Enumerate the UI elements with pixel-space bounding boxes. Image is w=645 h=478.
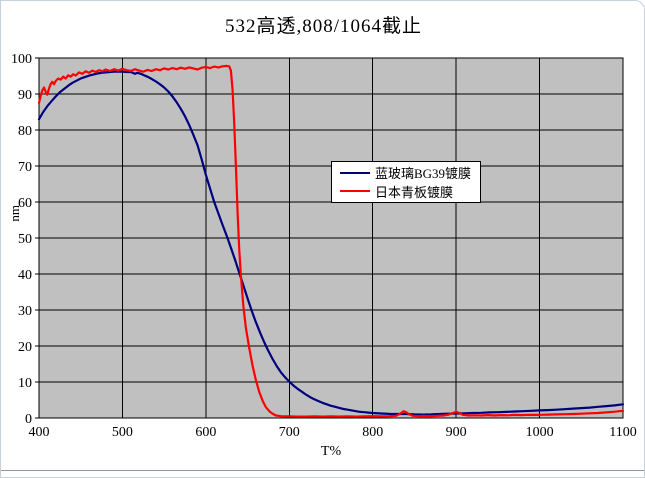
y-tick-label: 50 bbox=[18, 232, 32, 247]
legend-line-blue bbox=[340, 171, 370, 174]
x-tick-label: 500 bbox=[112, 425, 133, 440]
y-tick-label: 70 bbox=[18, 160, 32, 175]
legend-label-qingban: 日本青板镀膜 bbox=[375, 184, 454, 200]
legend-label-bg39: 蓝玻璃BG39镀膜 bbox=[375, 166, 472, 182]
y-tick-label: 10 bbox=[18, 376, 32, 391]
y-tick-label: 90 bbox=[18, 88, 32, 103]
y-tick-label: 100 bbox=[11, 52, 32, 67]
legend: 蓝玻璃BG39镀膜 日本青板镀膜 bbox=[331, 161, 481, 203]
y-axis-title: nm bbox=[7, 205, 22, 222]
chart-title: 532高透,808/1064截止 bbox=[224, 16, 423, 37]
y-tick-label: 80 bbox=[18, 124, 32, 139]
y-tick-label: 0 bbox=[25, 412, 32, 427]
y-tick-label: 20 bbox=[18, 340, 32, 355]
legend-item-qingban: 日本青板镀膜 bbox=[340, 182, 478, 200]
y-tick-label: 40 bbox=[18, 268, 32, 283]
x-tick-label: 800 bbox=[362, 425, 383, 440]
legend-item-bg39: 蓝玻璃BG39镀膜 bbox=[340, 164, 478, 182]
x-tick-label: 600 bbox=[195, 425, 216, 440]
x-axis-title: T% bbox=[320, 444, 342, 459]
y-tick-label: 60 bbox=[18, 196, 32, 211]
x-tick-label: 400 bbox=[29, 425, 50, 440]
x-tick-label: 700 bbox=[279, 425, 300, 440]
series-line-1 bbox=[37, 64, 625, 418]
x-tick-label: 900 bbox=[446, 425, 467, 440]
series-line-0 bbox=[37, 70, 625, 416]
y-tick-label: 30 bbox=[18, 304, 32, 319]
legend-line-red bbox=[340, 190, 370, 193]
x-tick-label: 1100 bbox=[609, 425, 636, 440]
window-bottom-edge bbox=[1, 470, 644, 471]
x-tick-label: 1000 bbox=[526, 425, 554, 440]
